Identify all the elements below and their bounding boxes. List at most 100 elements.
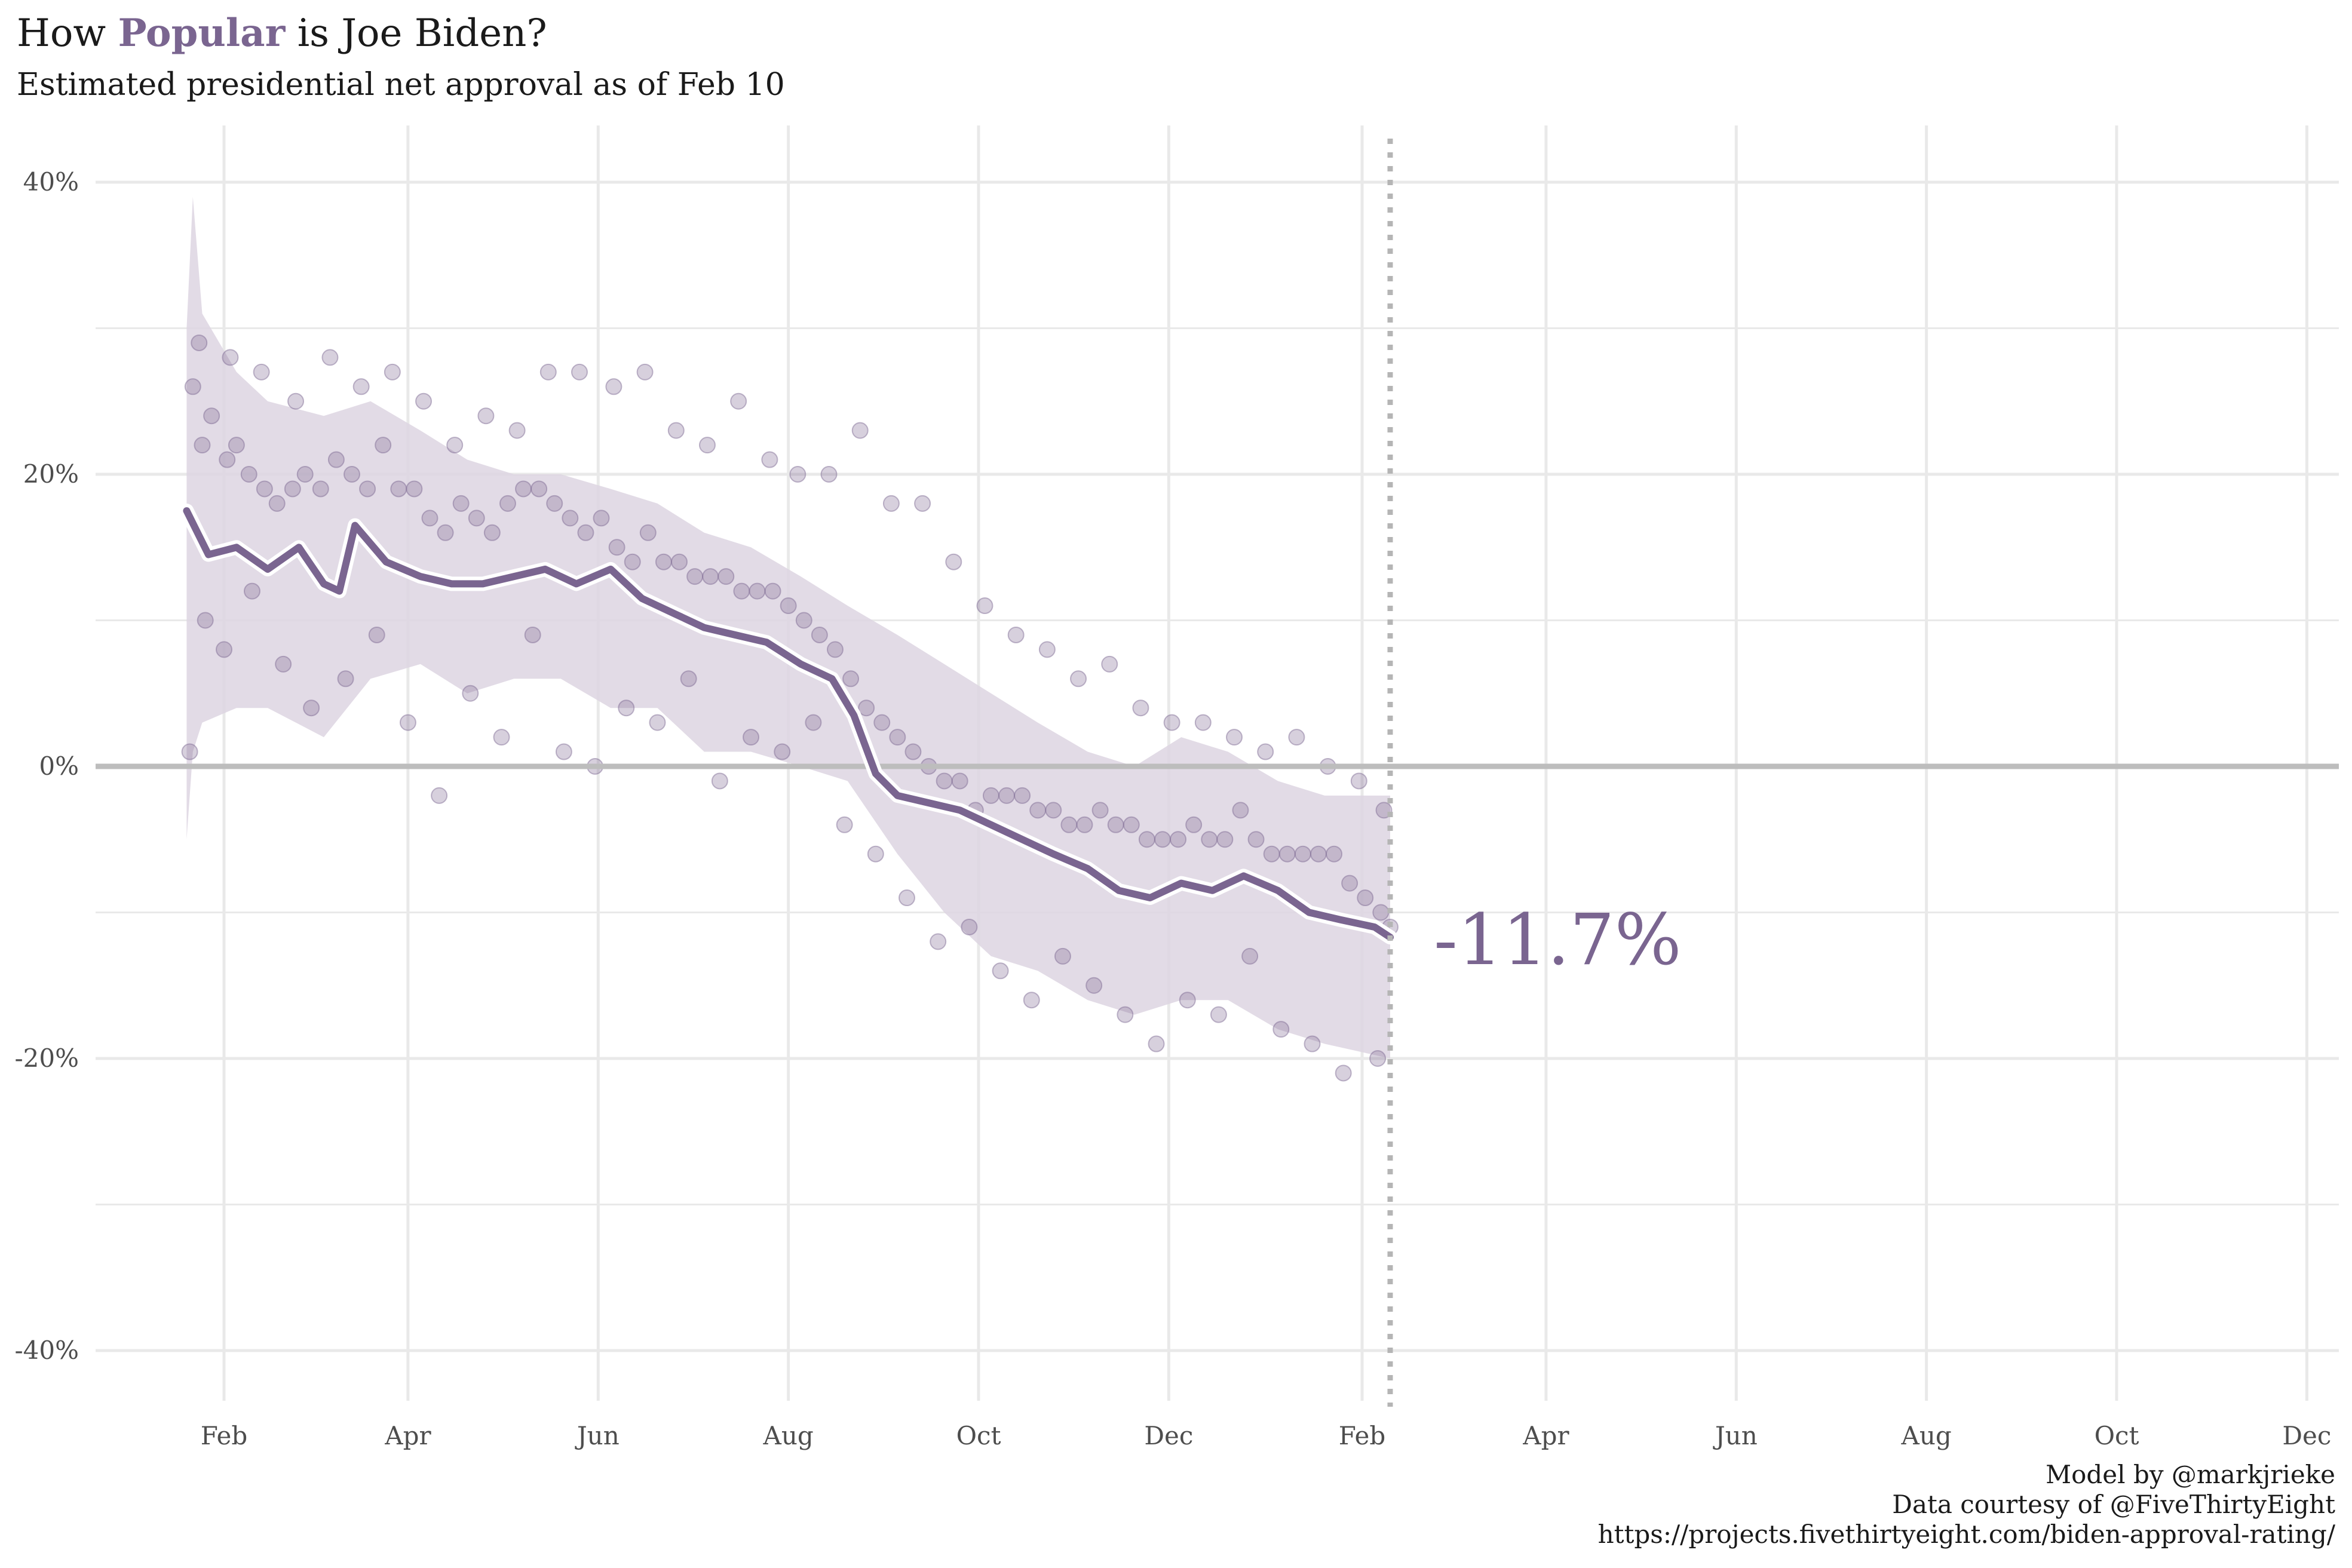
- poll-point: [618, 699, 635, 717]
- poll-point: [216, 641, 232, 658]
- poll-point: [976, 597, 993, 615]
- poll-point: [867, 845, 884, 863]
- poll-point: [562, 510, 579, 527]
- poll-point: [733, 582, 750, 600]
- poll-point: [508, 422, 526, 439]
- poll-point: [1091, 802, 1109, 819]
- poll-point: [624, 553, 641, 570]
- trend-line: [183, 507, 1394, 941]
- poll-point: [1247, 831, 1265, 848]
- poll-point: [1257, 743, 1274, 760]
- poll-point: [1372, 904, 1390, 921]
- poll-point: [399, 714, 416, 731]
- poll-point: [321, 349, 339, 366]
- x-tick-label: Dec: [1144, 1421, 1193, 1450]
- x-tick-label: Dec: [2282, 1421, 2331, 1450]
- poll-point: [493, 729, 510, 746]
- poll-point: [468, 510, 485, 527]
- poll-point: [431, 787, 448, 804]
- poll-point: [1070, 670, 1087, 688]
- poll-point: [982, 787, 999, 804]
- poll-point: [228, 437, 245, 454]
- poll-point: [749, 582, 766, 600]
- y-tick-label: 0%: [39, 751, 79, 781]
- poll-point: [191, 334, 208, 351]
- poll-point: [1326, 845, 1343, 863]
- poll-point: [539, 363, 557, 381]
- poll-point: [240, 466, 257, 483]
- poll-point: [284, 480, 301, 498]
- approval-trend-line: [179, 504, 1397, 945]
- poll-point: [711, 772, 728, 790]
- uncertainty-band-area: [186, 197, 1390, 1058]
- poll-point: [1294, 845, 1311, 863]
- y-axis-ticks: 40% 20% 0% -20% -40%: [14, 167, 79, 1365]
- poll-point: [671, 553, 688, 570]
- chart-title-prefix: How: [17, 11, 118, 56]
- poll-point: [951, 772, 968, 790]
- poll-point: [1054, 947, 1071, 965]
- poll-point: [1085, 977, 1103, 994]
- poll-point: [1060, 816, 1078, 833]
- poll-point: [698, 437, 716, 454]
- poll-point: [1335, 1064, 1352, 1082]
- poll-point: [1310, 845, 1327, 863]
- poll-point: [1232, 802, 1249, 819]
- poll-point: [268, 495, 286, 512]
- poll-point: [904, 743, 922, 760]
- poll-point: [462, 685, 479, 702]
- poll-point: [1014, 787, 1031, 804]
- poll-point: [483, 524, 501, 541]
- y-tick-label: -40%: [14, 1336, 79, 1365]
- x-tick-label: Oct: [956, 1421, 1001, 1450]
- x-tick-label: Feb: [201, 1421, 248, 1450]
- poll-point: [1341, 874, 1359, 892]
- y-tick-label: -20%: [14, 1044, 79, 1073]
- poll-point: [197, 612, 214, 629]
- poll-point: [312, 480, 329, 498]
- poll-point: [649, 714, 666, 731]
- poll-point: [836, 816, 853, 833]
- poll-point: [842, 670, 860, 688]
- poll-point: [515, 480, 532, 498]
- y-tick-label: 40%: [23, 167, 79, 197]
- poll-point: [593, 510, 610, 527]
- poll-point: [761, 451, 778, 468]
- x-axis-ticks: Feb Apr Jun Aug Oct Dec Feb Apr Jun Aug Oct Dec: [201, 1421, 2332, 1450]
- poll-point: [873, 714, 891, 731]
- poll-point: [680, 670, 697, 688]
- poll-point: [1194, 714, 1212, 731]
- poll-point: [384, 363, 401, 381]
- chart-subtitle: Estimated presidential net approval as o…: [17, 67, 785, 103]
- poll-point: [992, 962, 1009, 980]
- poll-point: [1101, 655, 1118, 673]
- poll-point: [639, 524, 657, 541]
- poll-point: [1278, 845, 1296, 863]
- poll-point: [275, 655, 292, 673]
- poll-point: [1132, 699, 1149, 717]
- poll-point: [499, 495, 516, 512]
- x-tick-label: Apr: [1522, 1421, 1569, 1450]
- poll-point: [546, 495, 563, 512]
- poll-point: [914, 495, 931, 512]
- poll-point: [256, 480, 273, 498]
- poll-point: [717, 568, 735, 585]
- poll-point: [774, 743, 791, 760]
- chart-title-suffix: is Joe Biden?: [285, 11, 547, 56]
- poll-point: [764, 582, 781, 600]
- x-tick-label: Aug: [763, 1421, 814, 1450]
- poll-point: [1038, 641, 1056, 658]
- poll-point: [194, 437, 211, 454]
- poll-point: [1154, 831, 1171, 848]
- poll-point: [1369, 1050, 1387, 1067]
- poll-point: [1023, 992, 1040, 1009]
- poll-point: [1148, 1035, 1165, 1053]
- x-tick-label: Aug: [1901, 1421, 1952, 1450]
- chart-title: How Popular is Joe Biden?: [17, 5, 547, 62]
- poll-point: [337, 670, 354, 688]
- caption-data-source: Data courtesy of @FiveThirtyEight: [1892, 1490, 2335, 1519]
- x-tick-label: Feb: [1339, 1421, 1386, 1450]
- x-tick-label: Jun: [575, 1421, 620, 1450]
- poll-point: [851, 422, 869, 439]
